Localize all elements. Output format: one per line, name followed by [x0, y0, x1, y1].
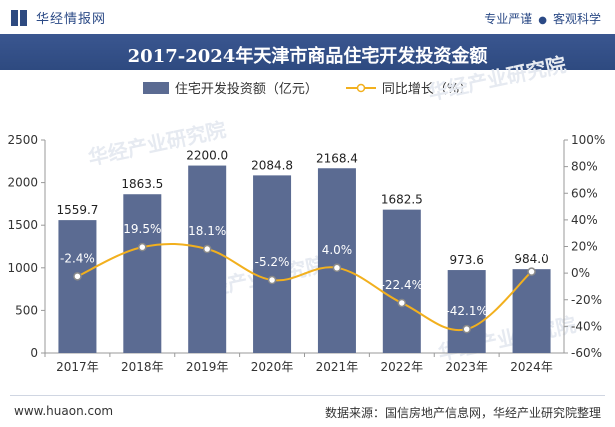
- growth-point-2: [138, 242, 147, 252]
- legend: 住宅开发投资额（亿元） 同比增长（%）: [0, 78, 615, 97]
- x-tick-label: 2018年: [121, 360, 164, 374]
- y-left-tick-label: 1500: [7, 218, 38, 232]
- footer-source: 数据来源：国信房地产信息网，华经产业研究院整理: [324, 406, 601, 420]
- brand-name: 华经情报网: [36, 12, 107, 27]
- x-tick-label: 2021年: [316, 360, 359, 374]
- y-left-tick-label: 1000: [7, 261, 38, 275]
- y-right-tick-label: 40%: [571, 213, 598, 227]
- top-bar: 华经情报网 专业严谨 ● 客观科学: [0, 0, 615, 34]
- bar-value-label: 1559.7: [56, 203, 98, 217]
- growth-value-label: 18.1%: [188, 224, 226, 238]
- bar-6: [382, 209, 421, 353]
- legend-bar-label: 住宅开发投资额（亿元）: [174, 82, 318, 97]
- logo-icon: [11, 9, 27, 26]
- x-tick-label: 2019年: [186, 360, 229, 374]
- growth-point-5: [332, 263, 342, 273]
- y-right-tick-label: 0%: [571, 266, 590, 280]
- bar-1: [58, 220, 97, 353]
- bar-7: [447, 270, 486, 353]
- y-left-tick-label: 0: [30, 346, 38, 360]
- growth-value-label: -5.2%: [255, 255, 290, 269]
- x-tick-label: 2024年: [510, 360, 553, 374]
- bar-value-label: 1682.5: [381, 193, 423, 207]
- growth-point-4: [267, 275, 277, 285]
- y-right-tick-label: 100%: [571, 133, 605, 147]
- growth-value-label: -42.1%: [445, 304, 487, 318]
- y-right-tick-label: 20%: [571, 240, 598, 254]
- x-tick-label: 2022年: [381, 360, 424, 374]
- legend-bar-swatch-icon: [142, 81, 169, 94]
- legend-line-swatch-icon: [345, 83, 376, 92]
- bar-value-label: 973.6: [450, 253, 484, 267]
- y-right-tick-label: 60%: [571, 186, 598, 200]
- y-left-tick-label: 500: [15, 303, 38, 317]
- footer-site: www.huaon.com: [14, 404, 114, 418]
- y-left-tick-label: 2500: [7, 133, 38, 147]
- title-bar: [0, 34, 615, 70]
- tagline-right: 客观科学: [552, 12, 601, 26]
- bar-8: [512, 269, 551, 353]
- growth-point-1: [73, 272, 82, 281]
- y-right-tick-label: 80%: [571, 160, 598, 174]
- bar-4: [253, 175, 292, 353]
- watermark-text: 华经产业研究院: [426, 52, 568, 105]
- y-right-tick-label: -20%: [571, 293, 602, 307]
- tagline: 专业严谨 ● 客观科学: [484, 10, 601, 27]
- growth-value-label: -22.4%: [381, 278, 423, 292]
- growth-point-3: [202, 244, 212, 254]
- growth-point-8: [527, 267, 536, 276]
- bar-2: [123, 194, 162, 353]
- dot-separator-icon: ●: [538, 15, 547, 26]
- chart-title: 2017-2024年天津市商品住宅开发投资金额: [127, 46, 488, 67]
- bar-3: [188, 165, 227, 353]
- bar-value-label: 984.0: [514, 252, 548, 266]
- y-left-tick-label: 2000: [7, 176, 38, 190]
- bar-value-label: 2200.0: [186, 149, 228, 163]
- legend-item-bar: 住宅开发投资额（亿元）: [142, 78, 318, 97]
- bar-5: [317, 168, 356, 353]
- bar-value-label: 2168.4: [316, 151, 358, 165]
- tagline-left: 专业严谨: [484, 12, 533, 26]
- legend-item-line: 同比增长（%）: [345, 78, 473, 97]
- footer-divider: [10, 395, 605, 396]
- x-tick-label: 2023年: [445, 360, 488, 374]
- growth-point-6: [397, 298, 407, 308]
- growth-value-label: 4.0%: [322, 243, 353, 257]
- bar-value-label: 1863.5: [121, 177, 163, 191]
- bar-value-label: 2084.8: [251, 158, 293, 172]
- x-tick-label: 2017年: [56, 360, 99, 374]
- x-tick-label: 2020年: [251, 360, 294, 374]
- growth-point-7: [462, 324, 471, 334]
- brand: 华经情报网: [10, 8, 106, 27]
- legend-line-label: 同比增长（%）: [381, 82, 473, 97]
- y-right-tick-label: -40%: [571, 319, 602, 333]
- growth-value-label: 1.1%: [516, 247, 547, 261]
- growth-value-label: -2.4%: [60, 251, 95, 265]
- growth-value-label: 19.5%: [123, 222, 161, 236]
- y-right-tick-label: -60%: [571, 346, 602, 360]
